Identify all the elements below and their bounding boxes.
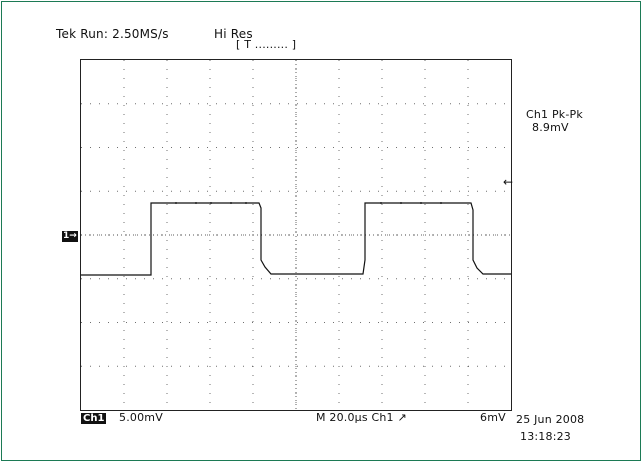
acquisition-mode: Hi Res xyxy=(214,27,253,41)
run-status: Tek Run: 2.50MS/s xyxy=(56,27,169,41)
measurement-value: 8.9mV xyxy=(532,121,569,134)
measurement-label: Ch1 Pk-Pk xyxy=(526,108,583,121)
channel-1-badge: Ch1 xyxy=(81,413,107,424)
timebase-readout: M 20.0µs Ch1 ↗ xyxy=(316,411,407,424)
channel-1-ground-marker: 1→ xyxy=(62,231,78,242)
date-stamp: 25 Jun 2008 xyxy=(516,413,585,426)
time-stamp: 13:18:23 xyxy=(520,430,572,443)
trigger-position-bar: [ T ......... ] xyxy=(236,38,297,51)
waveform-trace xyxy=(81,202,511,276)
trigger-level-arrow: ← xyxy=(503,175,514,189)
trigger-level-readout: 6mV xyxy=(480,411,506,424)
graticule xyxy=(81,60,511,410)
volts-per-div: 5.00mV xyxy=(119,411,163,424)
waveform-screen xyxy=(80,59,512,411)
